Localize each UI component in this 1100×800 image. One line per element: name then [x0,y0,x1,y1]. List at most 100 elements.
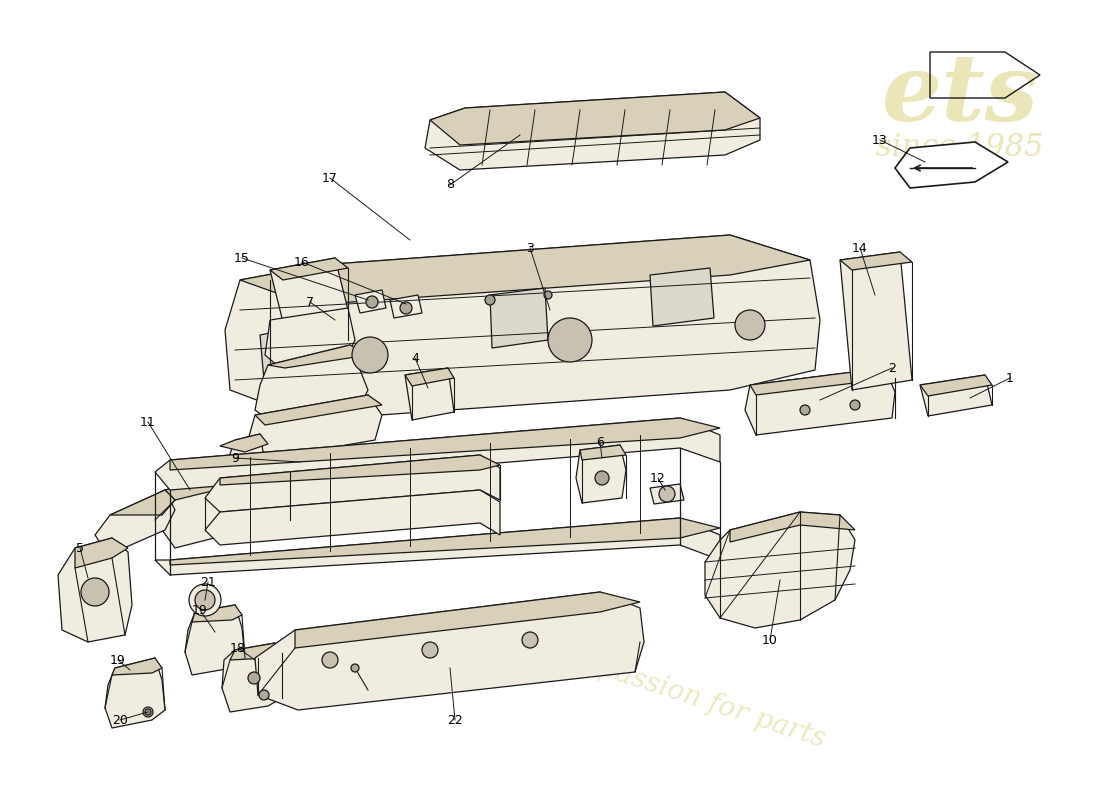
Polygon shape [390,295,422,318]
Polygon shape [576,445,626,503]
Text: 19: 19 [192,603,208,617]
Circle shape [189,584,221,616]
Polygon shape [75,538,128,568]
Polygon shape [920,375,992,416]
Polygon shape [240,235,810,305]
Polygon shape [255,592,644,710]
Polygon shape [222,643,282,712]
Text: 19: 19 [110,654,125,666]
Circle shape [485,295,495,305]
Text: 16: 16 [294,255,310,269]
Polygon shape [170,518,720,565]
Text: 20: 20 [112,714,128,726]
Text: 5: 5 [76,542,84,554]
Polygon shape [270,258,348,322]
Polygon shape [405,368,454,386]
Polygon shape [155,518,720,575]
Polygon shape [840,252,912,390]
Polygon shape [248,395,382,460]
Polygon shape [268,345,368,368]
Polygon shape [920,375,992,396]
Polygon shape [650,268,714,326]
Polygon shape [295,592,640,648]
Polygon shape [255,395,382,425]
Circle shape [659,486,675,502]
Circle shape [258,690,270,700]
Text: 7: 7 [306,295,313,309]
Text: a passion for parts: a passion for parts [571,646,829,754]
Text: 1: 1 [1006,371,1014,385]
Circle shape [195,590,214,610]
Circle shape [366,296,378,308]
Circle shape [850,400,860,410]
Polygon shape [192,605,242,622]
Text: 12: 12 [650,471,666,485]
Circle shape [81,578,109,606]
Circle shape [352,337,388,373]
Text: 18: 18 [230,642,246,654]
Text: 13: 13 [872,134,888,146]
Polygon shape [750,368,895,395]
Circle shape [322,652,338,668]
Circle shape [544,291,552,299]
Text: 17: 17 [322,171,338,185]
Polygon shape [255,345,368,432]
Polygon shape [112,658,162,675]
Text: 22: 22 [447,714,463,726]
Polygon shape [650,484,684,504]
Circle shape [143,707,153,717]
Circle shape [400,302,412,314]
Polygon shape [270,258,348,280]
Polygon shape [260,325,315,392]
Polygon shape [745,368,895,435]
Text: 11: 11 [140,415,156,429]
Circle shape [595,471,609,485]
Polygon shape [730,512,855,542]
Text: 6: 6 [596,435,604,449]
Text: since 1985: since 1985 [877,133,1044,163]
Polygon shape [205,455,500,512]
Circle shape [248,672,260,684]
Circle shape [422,642,438,658]
Polygon shape [895,142,1008,188]
Polygon shape [355,290,386,313]
Polygon shape [170,418,720,470]
Polygon shape [155,418,720,490]
Polygon shape [104,658,165,728]
Circle shape [800,405,810,415]
Polygon shape [220,455,500,485]
Polygon shape [230,643,282,660]
Text: 10: 10 [762,634,778,646]
Circle shape [351,664,359,672]
Circle shape [735,310,764,340]
Polygon shape [405,368,454,420]
Circle shape [548,318,592,362]
Polygon shape [58,538,132,642]
Circle shape [145,709,151,715]
Text: ets: ets [881,50,1038,140]
Polygon shape [165,462,290,500]
Text: 21: 21 [200,575,216,589]
Polygon shape [220,434,268,488]
Text: 8: 8 [446,178,454,191]
Polygon shape [185,605,245,675]
Text: 2: 2 [888,362,895,374]
Polygon shape [430,92,760,145]
Polygon shape [110,490,175,515]
Polygon shape [265,308,355,372]
Circle shape [522,632,538,648]
Text: 15: 15 [234,251,250,265]
Polygon shape [425,92,760,170]
Polygon shape [490,288,548,348]
Text: 4: 4 [411,351,419,365]
Polygon shape [705,512,855,628]
Polygon shape [205,490,500,545]
Text: 9: 9 [231,451,239,465]
Polygon shape [95,490,175,555]
Polygon shape [580,445,626,460]
Polygon shape [840,252,912,270]
Text: 3: 3 [526,242,534,254]
Text: 14: 14 [852,242,868,254]
Polygon shape [155,462,290,548]
Polygon shape [226,235,820,420]
